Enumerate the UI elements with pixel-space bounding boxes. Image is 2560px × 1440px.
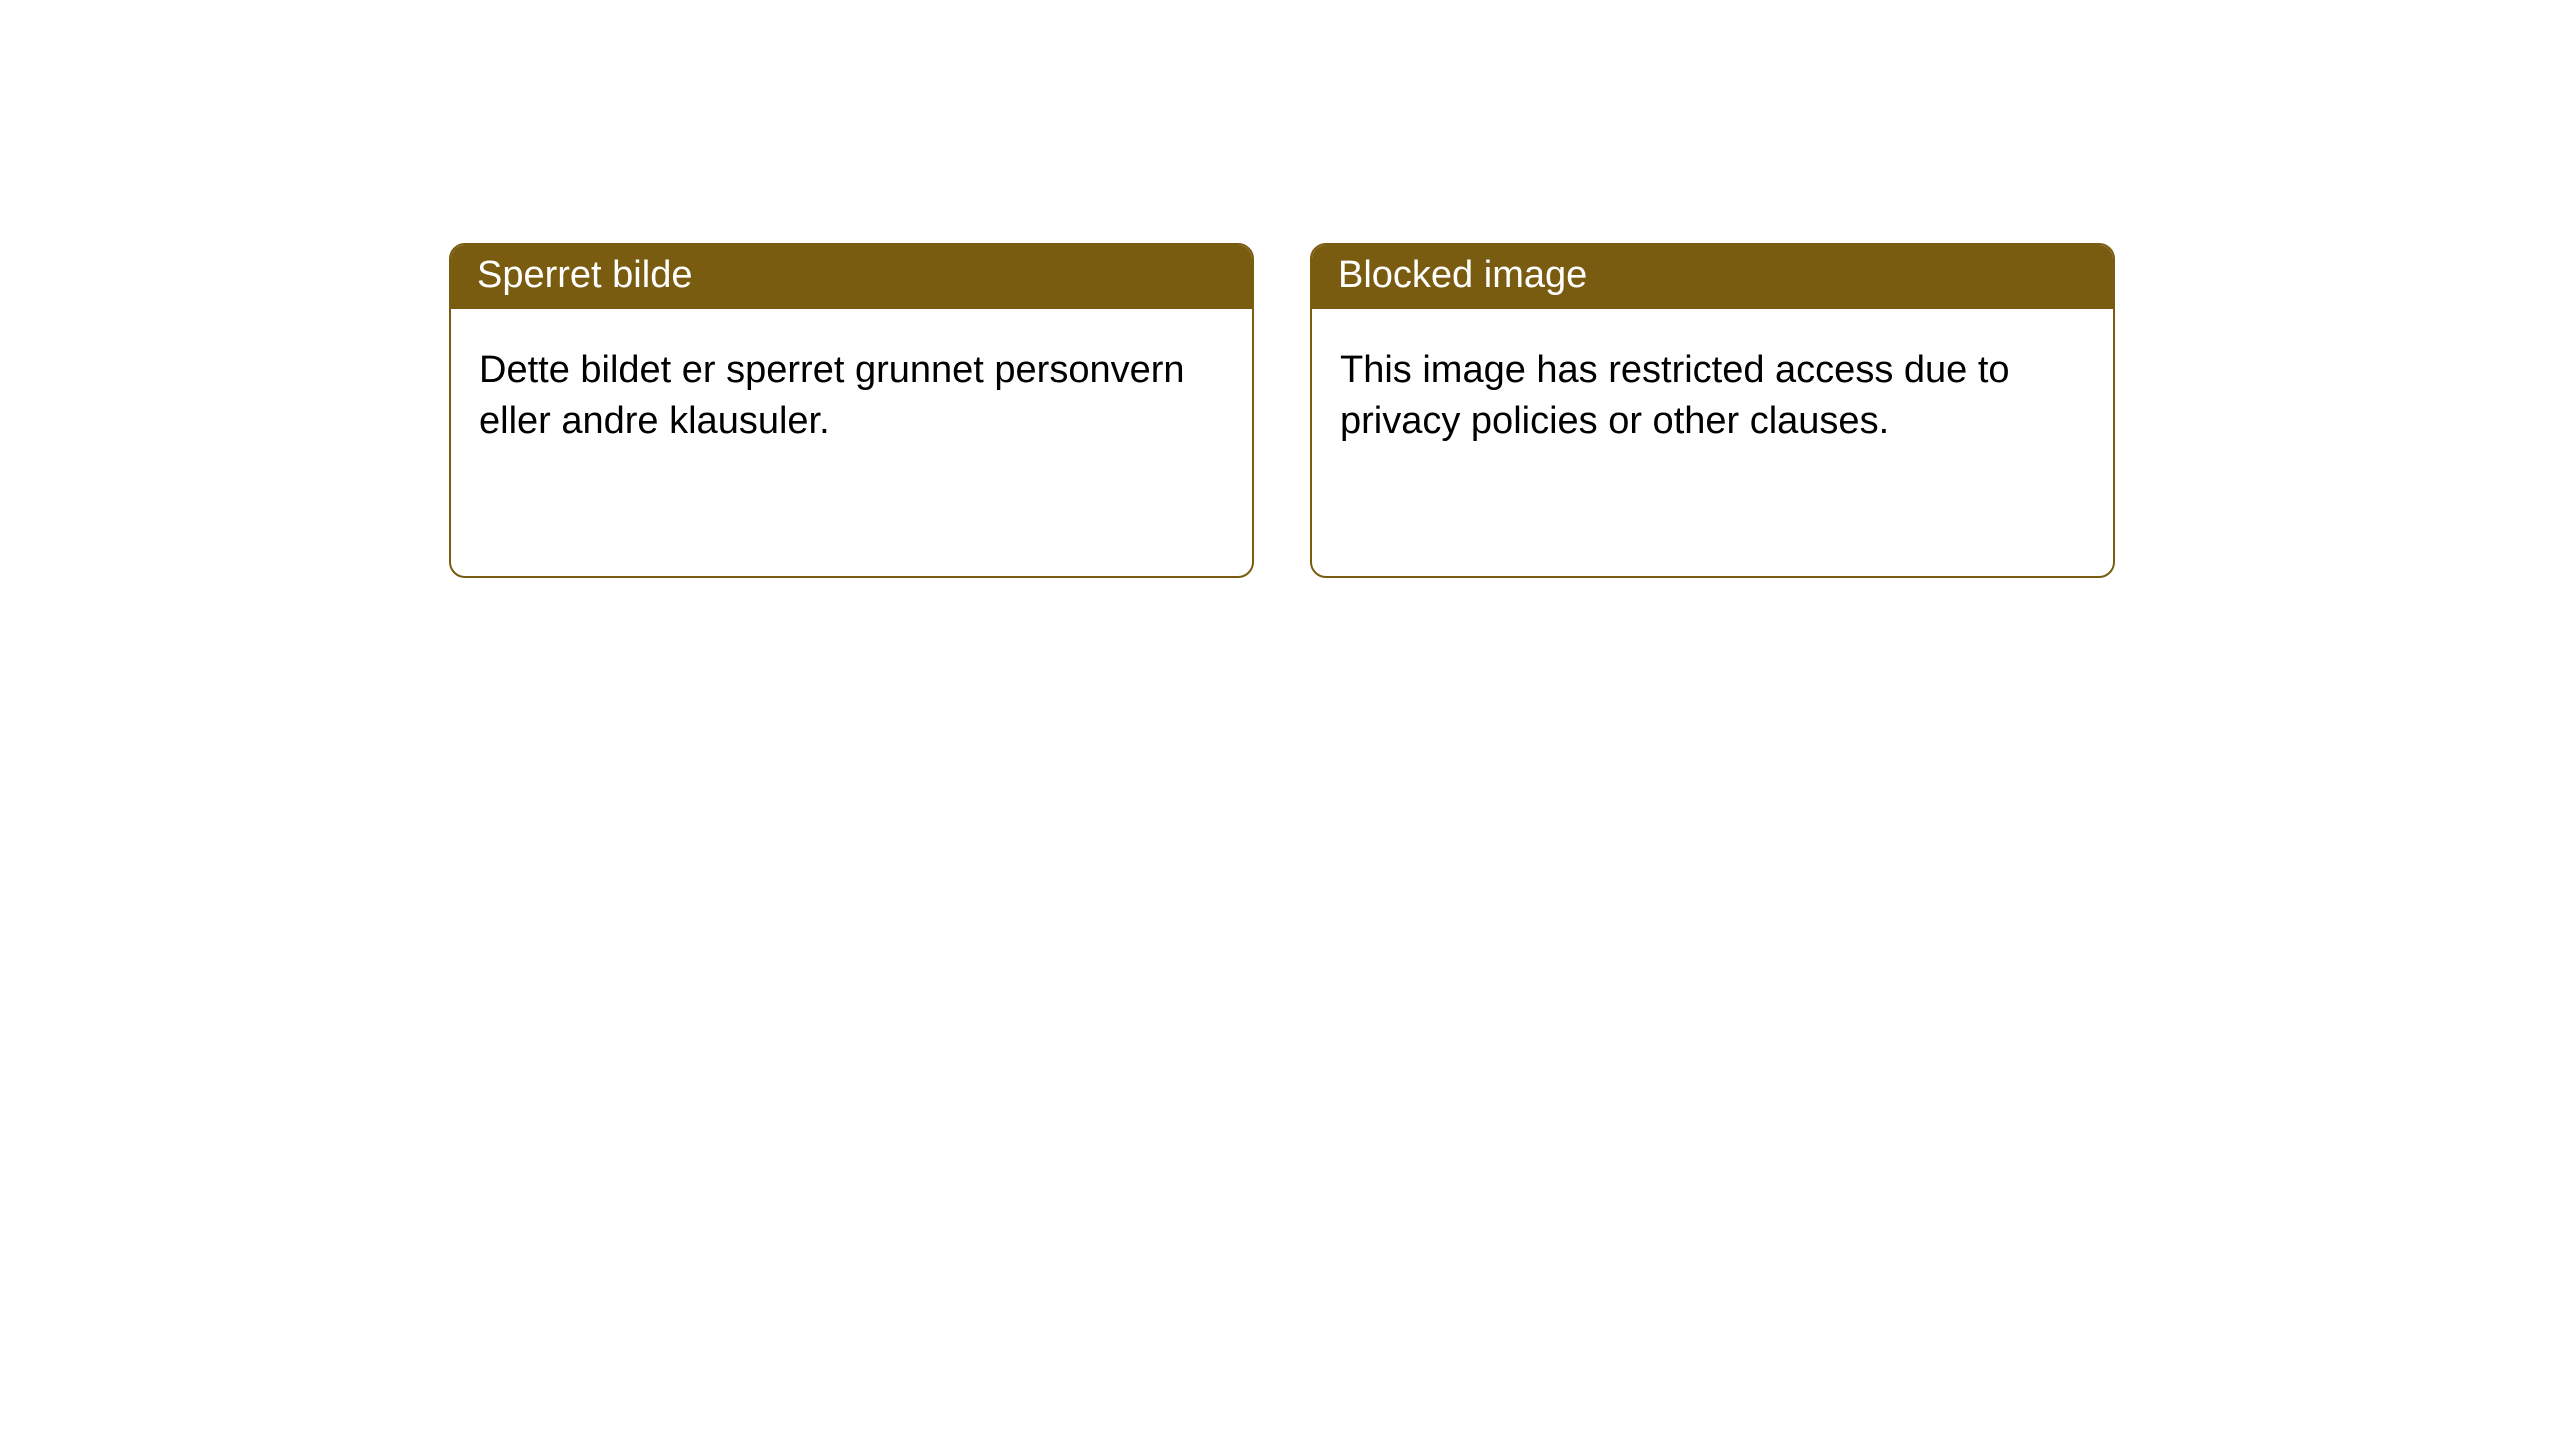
card-body-text: This image has restricted access due to … <box>1340 349 2010 443</box>
card-header: Sperret bilde <box>451 245 1252 309</box>
card-header: Blocked image <box>1312 245 2113 309</box>
blocked-image-card-norwegian: Sperret bilde Dette bildet er sperret gr… <box>449 243 1254 578</box>
notice-cards-container: Sperret bilde Dette bildet er sperret gr… <box>0 0 2560 578</box>
card-body-text: Dette bildet er sperret grunnet personve… <box>479 349 1185 443</box>
card-body: Dette bildet er sperret grunnet personve… <box>451 309 1252 484</box>
blocked-image-card-english: Blocked image This image has restricted … <box>1310 243 2115 578</box>
card-title: Sperret bilde <box>477 254 692 296</box>
card-title: Blocked image <box>1338 254 1587 296</box>
card-body: This image has restricted access due to … <box>1312 309 2113 484</box>
